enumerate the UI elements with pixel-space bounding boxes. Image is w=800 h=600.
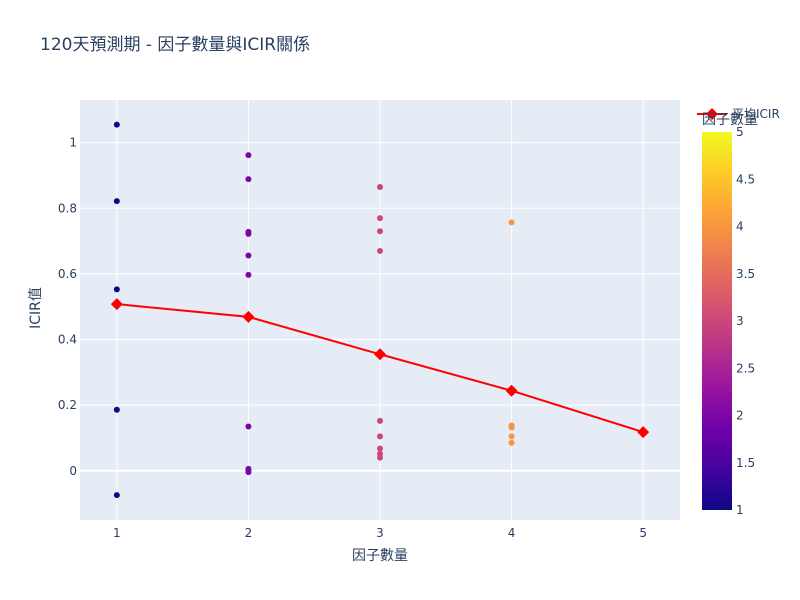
y-tick-label: 0.6 bbox=[58, 267, 77, 281]
scatter-point bbox=[113, 121, 120, 128]
colorbar-title: 因子數量 bbox=[702, 112, 758, 128]
scatter-point bbox=[113, 406, 120, 413]
mean-icir-marker bbox=[242, 310, 255, 323]
scatter-point bbox=[508, 424, 515, 431]
x-tick-label: 4 bbox=[508, 526, 516, 540]
colorbar-tick-label: 4.5 bbox=[736, 172, 755, 186]
y-tick-label: 1 bbox=[69, 136, 77, 150]
mean-icir-marker bbox=[505, 384, 518, 397]
scatter-points bbox=[113, 121, 515, 499]
y-tick-label: 0.8 bbox=[58, 201, 77, 215]
y-tick-label: 0.2 bbox=[58, 398, 77, 412]
scatter-point bbox=[377, 454, 383, 461]
legend-label: 平均ICIR bbox=[732, 107, 780, 121]
scatter-point bbox=[245, 423, 252, 430]
x-tick-label: 1 bbox=[113, 526, 121, 540]
y-tick-label: 0 bbox=[69, 464, 77, 478]
scatter-point bbox=[245, 152, 252, 159]
colorbar: 因子數量 1 1.5 2 2.5 3 3.5 4 4.5 5 bbox=[702, 112, 758, 517]
scatter-point bbox=[377, 417, 383, 424]
x-axis-ticks: 1 2 3 4 5 bbox=[113, 526, 647, 540]
colorbar-tick-label: 3 bbox=[736, 314, 744, 328]
legend[interactable]: 平均ICIR bbox=[697, 107, 780, 121]
mean-icir-series bbox=[110, 298, 650, 439]
x-tick-label: 5 bbox=[639, 526, 647, 540]
scatter-point bbox=[245, 469, 252, 476]
y-axis-title: ICIR值 bbox=[28, 287, 44, 329]
scatter-point bbox=[508, 219, 515, 226]
scatter-point bbox=[377, 445, 383, 452]
scatter-point bbox=[377, 433, 383, 440]
scatter-point bbox=[245, 252, 252, 259]
x-axis-title: 因子數量 bbox=[352, 548, 408, 564]
colorbar-tick-label: 5 bbox=[736, 125, 744, 139]
scatter-point bbox=[508, 439, 515, 446]
mean-icir-marker bbox=[374, 348, 386, 361]
x-tick-label: 2 bbox=[245, 526, 253, 540]
scatter-point bbox=[377, 183, 383, 190]
colorbar-tick-label: 2 bbox=[736, 409, 744, 423]
scatter-point bbox=[113, 198, 120, 205]
grid bbox=[80, 100, 680, 520]
scatter-point bbox=[245, 271, 252, 278]
y-axis-ticks: 0 0.2 0.4 0.6 0.8 1 bbox=[58, 136, 77, 478]
x-tick-label: 3 bbox=[376, 526, 384, 540]
mean-icir-marker bbox=[110, 298, 123, 311]
legend-marker-swatch bbox=[706, 108, 718, 120]
scatter-point bbox=[113, 286, 120, 293]
scatter-point bbox=[377, 215, 383, 222]
colorbar-tick-label: 1.5 bbox=[736, 456, 755, 470]
colorbar-tick-label: 4 bbox=[736, 220, 744, 234]
scatter-point bbox=[377, 228, 383, 235]
colorbar-tick-label: 1 bbox=[736, 503, 744, 517]
scatter-point bbox=[245, 176, 252, 183]
scatter-point bbox=[377, 247, 383, 254]
scatter-point bbox=[113, 492, 120, 499]
scatter-point bbox=[245, 230, 252, 237]
scatter-point bbox=[508, 433, 515, 440]
mean-icir-marker bbox=[637, 426, 650, 439]
colorbar-tick-label: 3.5 bbox=[736, 267, 755, 281]
colorbar-tick-label: 2.5 bbox=[736, 361, 755, 375]
colorbar-gradient bbox=[702, 132, 732, 510]
chart-title: 120天預測期 - 因子數量與ICIR關係 bbox=[40, 35, 310, 55]
y-tick-label: 0.4 bbox=[58, 333, 77, 347]
